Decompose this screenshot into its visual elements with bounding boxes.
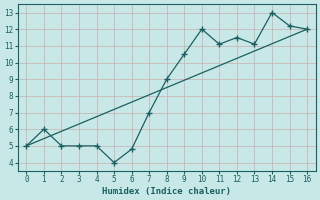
X-axis label: Humidex (Indice chaleur): Humidex (Indice chaleur) (102, 187, 231, 196)
